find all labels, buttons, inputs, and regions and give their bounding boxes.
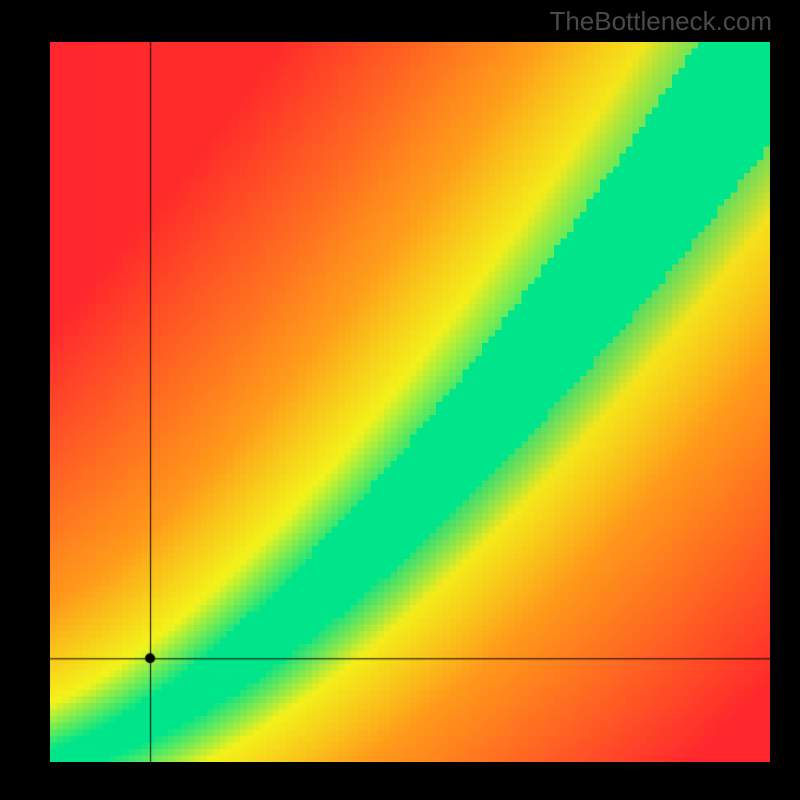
crosshair-overlay <box>0 0 800 800</box>
watermark-text: TheBottleneck.com <box>549 6 772 37</box>
chart-container: TheBottleneck.com <box>0 0 800 800</box>
